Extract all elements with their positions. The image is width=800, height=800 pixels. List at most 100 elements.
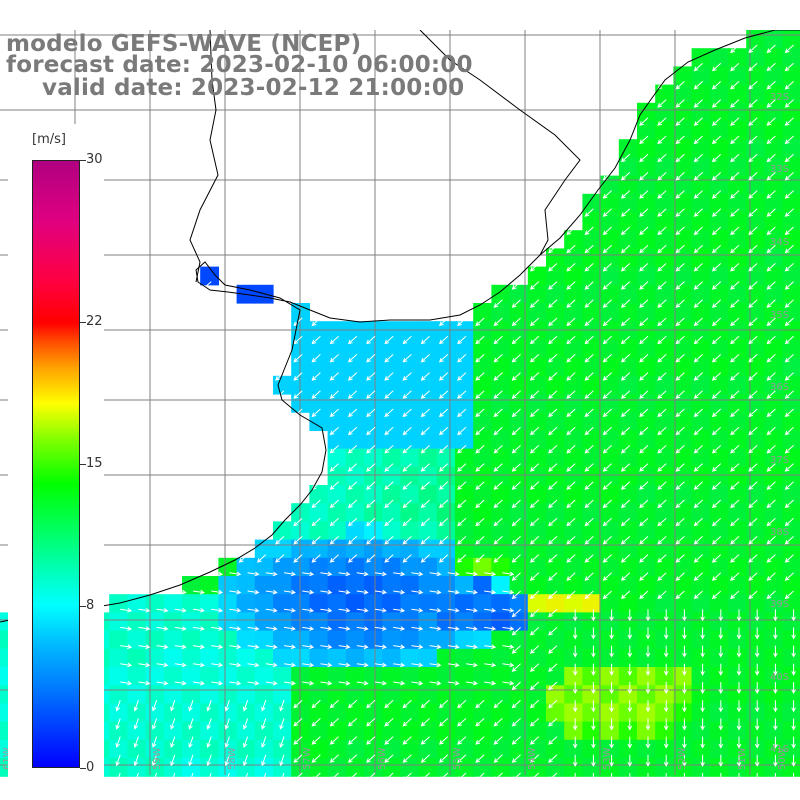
wind-speed-cell [582, 284, 602, 304]
wind-arrow [730, 153, 740, 163]
wind-arrow [639, 517, 649, 527]
wind-speed-cell [728, 284, 747, 304]
wind-speed-cell [637, 576, 656, 595]
wind-speed-cell [655, 448, 674, 468]
wind-arrow [229, 680, 242, 686]
wind-speed-cell [455, 357, 474, 377]
wind-arrow [420, 426, 430, 436]
wind-speed-cell [746, 685, 765, 704]
wind-arrow [736, 773, 742, 786]
wind-arrow [766, 153, 776, 163]
wind-speed-cell [200, 667, 219, 686]
wind-arrow [293, 772, 303, 782]
wind-arrow [754, 663, 760, 676]
wind-speed-cell [400, 466, 420, 486]
wind-arrow [609, 609, 614, 622]
wind-arrow [609, 627, 614, 640]
wind-speed-cell [618, 357, 638, 377]
wind-speed-cell [509, 357, 529, 377]
wind-speed-cell [309, 703, 329, 723]
longitude-label: 54W [527, 747, 538, 770]
wind-speed-cell [691, 48, 711, 67]
wind-arrow [384, 699, 394, 709]
wind-speed-cell [546, 630, 565, 650]
wind-arrow [511, 718, 521, 727]
wind-arrow [529, 572, 540, 581]
wind-arrow [675, 117, 685, 126]
wind-speed-cell [782, 685, 800, 704]
wind-arrow [311, 736, 321, 745]
wind-speed-cell [782, 193, 800, 213]
wind-arrow [766, 590, 776, 600]
wind-speed-cell [527, 303, 547, 322]
wind-speed-cell [418, 539, 438, 559]
wind-speed-cell [764, 576, 784, 595]
wind-arrow [766, 62, 776, 72]
wind-arrow [211, 571, 224, 577]
wind-speed-cell [728, 339, 747, 359]
wind-speed-cell [637, 303, 656, 322]
wind-arrow [675, 299, 685, 308]
wind-speed-cell [473, 612, 492, 632]
wind-speed-cell [345, 394, 365, 413]
wind-speed-cell [273, 539, 292, 559]
wind-speed-cell [473, 576, 492, 595]
wind-arrow [261, 772, 267, 785]
wind-arrow [548, 445, 558, 454]
wind-arrow [663, 609, 669, 622]
wind-arrow [329, 718, 339, 727]
wind-speed-cell [364, 485, 383, 504]
wind-arrow [188, 754, 194, 767]
wind-arrow [402, 426, 412, 436]
wind-arrow [657, 408, 667, 418]
wind-speed-cell [236, 667, 256, 686]
wind-speed-cell [546, 394, 565, 413]
wind-speed-cell [746, 102, 765, 122]
wind-speed-cell [782, 175, 800, 195]
wind-arrow [730, 499, 740, 509]
wind-arrow [475, 408, 485, 418]
wind-arrow [283, 608, 296, 613]
wind-speed-cell [473, 721, 492, 741]
wind-arrow [384, 426, 394, 436]
wind-arrow [766, 572, 776, 581]
wind-speed-cell [709, 503, 729, 522]
wind-speed-cell [291, 721, 310, 741]
wind-arrow [393, 644, 406, 650]
wind-speed-cell [637, 102, 656, 122]
wind-arrow [766, 299, 776, 308]
wind-speed-cell [746, 703, 765, 723]
wind-speed-cell [746, 48, 765, 67]
wind-arrow [457, 754, 467, 763]
latitude-label: 36S [770, 382, 789, 393]
wind-arrow [366, 481, 376, 490]
wind-arrow [133, 718, 139, 730]
wind-arrow [639, 408, 649, 418]
wind-speed-cell [637, 375, 656, 395]
wind-arrow [211, 662, 224, 668]
wind-speed-cell [327, 503, 347, 522]
wind-speed-cell [527, 485, 547, 504]
wind-arrow [438, 499, 449, 509]
wind-arrow [718, 754, 724, 767]
wind-speed-cell [345, 667, 365, 686]
wind-speed-cell [582, 303, 602, 322]
wind-arrow [675, 190, 685, 199]
wind-arrow [529, 736, 540, 745]
wind-speed-cell [600, 266, 620, 286]
wind-speed-cell [728, 703, 747, 723]
wind-speed-cell [364, 648, 383, 668]
wind-speed-cell [345, 758, 365, 777]
wind-speed-cell [655, 266, 674, 286]
wind-speed-cell [637, 321, 656, 340]
wind-arrow [188, 718, 194, 730]
lat-lon-grid [0, 30, 800, 775]
wind-speed-cell [254, 557, 274, 577]
wind-arrow [663, 754, 669, 767]
wind-arrow [438, 426, 449, 436]
wind-speed-cell [746, 576, 765, 595]
wind-arrow [784, 390, 794, 399]
wind-arrow [192, 589, 205, 595]
wind-arrow [766, 263, 776, 272]
wind-speed-cell [291, 503, 310, 522]
